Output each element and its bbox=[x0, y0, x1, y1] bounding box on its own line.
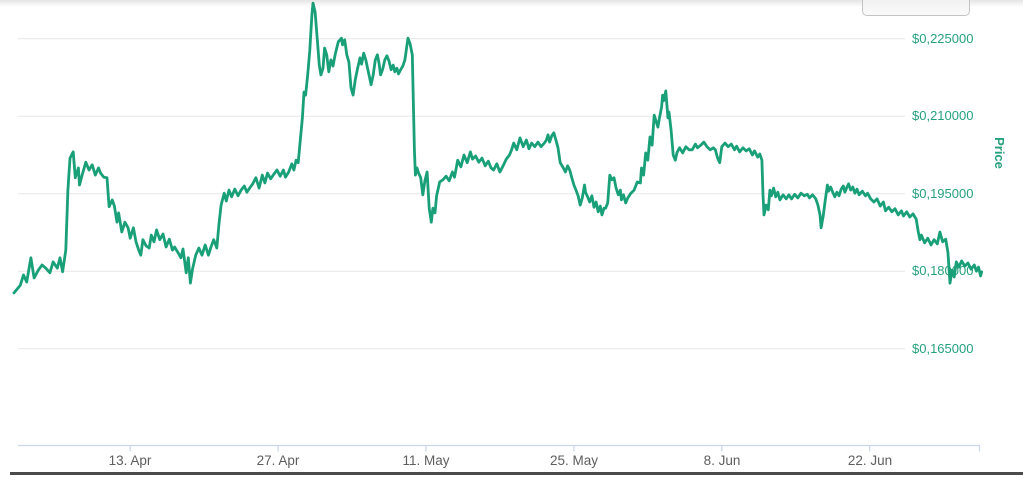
price-series-line bbox=[12, 1, 984, 295]
x-axis-label: 8. Jun bbox=[703, 453, 741, 468]
x-axis-label: 13. Apr bbox=[108, 453, 152, 468]
y-axis-label: $0,165000 bbox=[912, 341, 974, 356]
y-axis-label: $0,195000 bbox=[912, 186, 974, 201]
bottom-divider bbox=[10, 472, 1023, 475]
x-axis-label: 27. Apr bbox=[256, 453, 300, 468]
x-axis-label: 11. May bbox=[402, 453, 450, 468]
y-axis-label: $0,210000 bbox=[912, 108, 974, 123]
gridlines bbox=[18, 38, 905, 350]
y-axis-label: $0,225000 bbox=[912, 31, 974, 46]
x-axis-line bbox=[18, 444, 981, 452]
x-axis-label: 25. May bbox=[549, 453, 599, 468]
top-right-cutoff-button[interactable] bbox=[862, 0, 970, 16]
x-axis-label: 22. Jun bbox=[847, 453, 893, 468]
